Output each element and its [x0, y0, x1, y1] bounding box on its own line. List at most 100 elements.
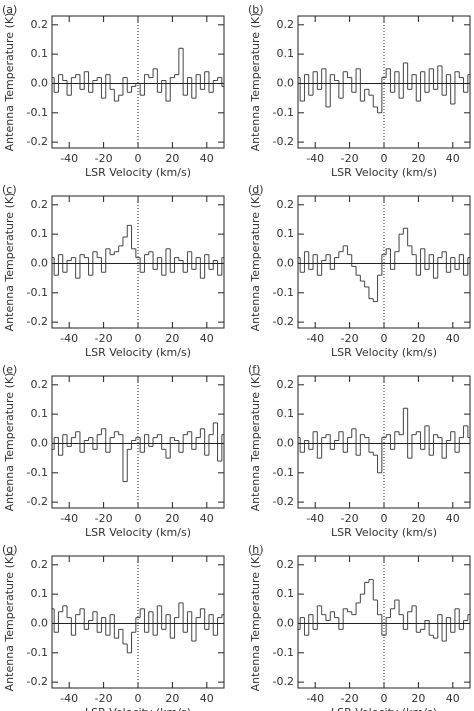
step-riser — [53, 48, 223, 102]
x-tick-label: 40 — [200, 152, 214, 165]
x-tick-label: -40 — [60, 332, 78, 345]
x-tick-label: -40 — [60, 692, 78, 705]
x-axis-label: LSR Velocity (km/s) — [85, 706, 191, 711]
x-axis-label: LSR Velocity (km/s) — [85, 346, 191, 359]
step-riser — [53, 602, 223, 653]
y-axis-label: Antenna Temperature (K) — [249, 373, 262, 512]
y-tick-label: 0.1 — [277, 587, 295, 600]
x-tick-label: 0 — [135, 692, 142, 705]
x-axis-label: LSR Velocity (km/s) — [331, 166, 437, 179]
x-tick-label: 40 — [446, 152, 460, 165]
x-tick-label: -40 — [60, 152, 78, 165]
x-tick-label: 40 — [200, 692, 214, 705]
x-tick-label: -40 — [60, 512, 78, 525]
x-tick-label: 0 — [135, 332, 142, 345]
y-tick-label: 0.0 — [277, 256, 295, 269]
x-tick-label: -40 — [306, 332, 324, 345]
panel-label: (d) — [248, 183, 264, 196]
x-tick-label: 0 — [381, 152, 388, 165]
x-tick-label: -20 — [95, 152, 113, 165]
y-axis-label: Antenna Temperature (K) — [3, 373, 16, 512]
x-tick-label: -20 — [341, 152, 359, 165]
y-tick-label: -0.1 — [27, 466, 48, 479]
y-tick-label: 0.2 — [31, 558, 49, 571]
x-axis-label: LSR Velocity (km/s) — [331, 526, 437, 539]
x-tick-label: 40 — [200, 332, 214, 345]
y-tick-label: 0.1 — [277, 407, 295, 420]
y-tick-label: -0.1 — [273, 646, 294, 659]
y-axis-label: Antenna Temperature (K) — [249, 13, 262, 152]
y-tick-label: 0.2 — [31, 378, 49, 391]
y-axis-label: Antenna Temperature (K) — [3, 553, 16, 692]
y-tick-label: -0.2 — [27, 135, 48, 148]
y-tick-label: -0.2 — [273, 675, 294, 688]
y-tick-label: -0.1 — [273, 466, 294, 479]
x-tick-label: -20 — [341, 512, 359, 525]
x-tick-label: 0 — [381, 512, 388, 525]
x-tick-label: 40 — [446, 332, 460, 345]
step-riser — [299, 62, 469, 113]
y-tick-label: 0.0 — [277, 616, 295, 629]
y-tick-label: -0.2 — [273, 315, 294, 328]
y-tick-label: 0.1 — [31, 47, 49, 60]
y-tick-label: 0.0 — [31, 436, 49, 449]
x-tick-label: -40 — [306, 692, 324, 705]
y-tick-label: -0.2 — [273, 495, 294, 508]
y-tick-label: 0.2 — [277, 558, 295, 571]
x-tick-label: -40 — [306, 152, 324, 165]
y-tick-label: 0.1 — [277, 47, 295, 60]
y-tick-label: 0.0 — [31, 76, 49, 89]
x-tick-label: 0 — [381, 692, 388, 705]
x-tick-label: 20 — [165, 152, 179, 165]
x-tick-label: -40 — [306, 512, 324, 525]
y-axis-label: Antenna Temperature (K) — [249, 193, 262, 332]
panel-label: (b) — [248, 3, 264, 16]
y-tick-label: -0.1 — [273, 106, 294, 119]
x-tick-label: 20 — [411, 332, 425, 345]
x-tick-label: -20 — [341, 332, 359, 345]
x-tick-label: 20 — [411, 692, 425, 705]
y-tick-label: 0.2 — [277, 378, 295, 391]
x-axis-label: LSR Velocity (km/s) — [85, 526, 191, 539]
y-axis-label: Antenna Temperature (K) — [3, 13, 16, 152]
x-tick-label: -20 — [95, 332, 113, 345]
step-riser — [299, 408, 469, 473]
y-tick-label: 0.0 — [31, 616, 49, 629]
y-tick-label: 0.1 — [31, 227, 49, 240]
x-tick-label: 20 — [411, 152, 425, 165]
x-tick-label: 20 — [165, 332, 179, 345]
panel-label: (e) — [2, 363, 17, 376]
y-tick-label: -0.2 — [27, 675, 48, 688]
panel-label: (a) — [2, 3, 17, 16]
y-tick-label: 0.2 — [277, 18, 295, 31]
y-tick-label: 0.0 — [277, 76, 295, 89]
y-tick-label: -0.1 — [27, 106, 48, 119]
y-tick-label: 0.2 — [277, 198, 295, 211]
step-riser — [299, 228, 469, 302]
panel-label: (g) — [2, 543, 18, 556]
x-tick-label: 40 — [200, 512, 214, 525]
y-tick-label: 0.1 — [31, 587, 49, 600]
x-tick-label: 40 — [446, 512, 460, 525]
panel-label: (h) — [248, 543, 264, 556]
y-tick-label: -0.1 — [27, 646, 48, 659]
y-tick-label: 0.2 — [31, 18, 49, 31]
y-tick-label: -0.2 — [27, 315, 48, 328]
x-tick-label: 0 — [135, 152, 142, 165]
y-axis-label: Antenna Temperature (K) — [249, 553, 262, 692]
x-tick-label: 20 — [411, 512, 425, 525]
x-tick-label: -20 — [341, 692, 359, 705]
x-tick-label: 0 — [381, 332, 388, 345]
step-riser — [53, 225, 223, 279]
y-tick-label: -0.2 — [27, 495, 48, 508]
y-axis-label: Antenna Temperature (K) — [3, 193, 16, 332]
x-tick-label: -20 — [95, 692, 113, 705]
x-tick-label: -20 — [95, 512, 113, 525]
x-axis-label: LSR Velocity (km/s) — [85, 166, 191, 179]
x-tick-label: 0 — [135, 512, 142, 525]
x-tick-label: 20 — [165, 692, 179, 705]
y-tick-label: -0.2 — [273, 135, 294, 148]
x-tick-label: 40 — [446, 692, 460, 705]
panel-label: (f) — [248, 363, 260, 376]
